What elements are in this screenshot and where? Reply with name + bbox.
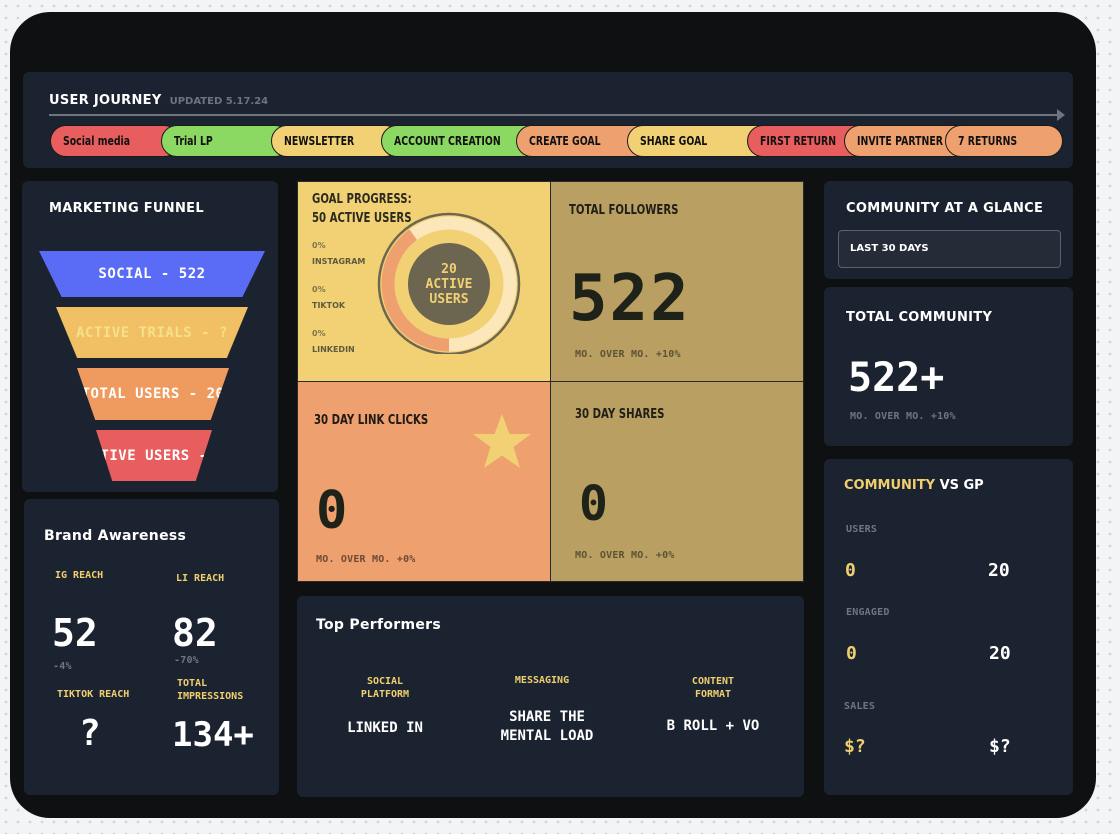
messaging-value: SHARE THE MENTAL LOAD — [500, 709, 594, 744]
funnel-stage-social[interactable]: SOCIAL - 522 — [39, 251, 265, 297]
engaged-community-value: 0 — [846, 643, 857, 664]
link-clicks-title: 30 DAY LINK CLICKS — [314, 413, 429, 428]
ig-reach-label: IG REACH — [55, 570, 104, 581]
sales-label: SALES — [844, 701, 876, 712]
social-platform-value: LINKED IN — [347, 720, 423, 736]
user-journey-panel: USER JOURNEY UPDATED 5.17.24 Social medi… — [23, 72, 1073, 168]
performers-title: Top Performers — [316, 617, 441, 633]
followers-value: 522 — [569, 262, 691, 336]
journey-title: USER JOURNEY — [49, 93, 162, 108]
li-reach-value: 82 — [172, 611, 218, 655]
li-reach-change: -70% — [174, 655, 199, 666]
ig-reach-value: 52 — [52, 611, 98, 655]
shares-card: 30 DAY SHARES 0 MO. OVER MO. +0% — [550, 381, 804, 582]
users-label: USERS — [846, 524, 878, 535]
messaging-label: MESSAGING — [514, 675, 570, 686]
funnel-stage-total-users[interactable]: TOTAL USERS - 20 — [77, 368, 229, 420]
total-community-value: 522+ — [848, 355, 945, 401]
content-format-value: B ROLL + VO — [666, 718, 760, 734]
impressions-value: 134+ — [172, 715, 254, 755]
social-platform-label: SOCIAL PLATFORM — [360, 676, 410, 700]
sales-community-value: $? — [844, 736, 866, 757]
link-clicks-value: 0 — [316, 481, 348, 541]
goal-legend: 0% INSTAGRAM 0% TIKTOK 0% LINKEDIN — [312, 241, 366, 354]
total-followers-card: TOTAL FOLLOWERS 522 MO. OVER MO. +10% — [550, 181, 804, 382]
funnel-title: MARKETING FUNNEL — [49, 201, 204, 216]
tiktok-reach-label: TIKTOK REACH — [57, 689, 130, 700]
engaged-label: ENGAGED — [846, 607, 890, 618]
total-community-panel: TOTAL COMMUNITY 522+ MO. OVER MO. +10% — [824, 287, 1073, 446]
community-vs-gp-title: COMMUNITY VS GP — [844, 478, 984, 493]
journey-line — [49, 114, 1061, 116]
tiktok-reach-value: ? — [79, 713, 101, 754]
journey-steps: Social media Trial LP NEWSLETTER ACCOUNT… — [50, 125, 1063, 157]
funnel-stage-active-trials[interactable]: ACTIVE TRIALS - ? — [56, 307, 248, 358]
journey-step-newsletter[interactable]: NEWSLETTER — [271, 125, 401, 157]
impressions-label: TOTAL IMPRESSIONS — [177, 678, 244, 702]
funnel-stage-active-users[interactable]: ACTIVE USERS - ? — [96, 430, 212, 481]
total-community-title: TOTAL COMMUNITY — [846, 310, 993, 325]
ig-reach-change: -4% — [53, 661, 72, 672]
arrow-right-icon — [1057, 109, 1065, 121]
total-community-change: MO. OVER MO. +10% — [850, 411, 956, 422]
journey-header: USER JOURNEY UPDATED 5.17.24 — [49, 93, 268, 108]
shares-title: 30 DAY SHARES — [575, 407, 665, 422]
link-clicks-change: MO. OVER MO. +0% — [316, 554, 416, 565]
date-range-select[interactable]: LAST 30 DAYS — [838, 230, 1061, 268]
top-performers-panel: Top Performers SOCIAL PLATFORM LINKED IN … — [297, 596, 804, 797]
followers-title: TOTAL FOLLOWERS — [569, 203, 679, 218]
goal-progress-card: GOAL PROGRESS: 50 ACTIVE USERS 0% INSTAGR… — [297, 181, 551, 382]
followers-change: MO. OVER MO. +10% — [575, 349, 681, 360]
journey-updated: UPDATED 5.17.24 — [169, 96, 269, 107]
marketing-funnel-panel: MARKETING FUNNEL SOCIAL - 522 ACTIVE TRI… — [22, 181, 278, 492]
engaged-gp-value: 20 — [989, 643, 1011, 664]
shares-value: 0 — [579, 476, 608, 532]
link-clicks-card: 30 DAY LINK CLICKS 0 MO. OVER MO. +0% — [297, 381, 551, 582]
goal-center-label: 20 ACTIVE USERS — [425, 262, 473, 307]
shares-change: MO. OVER MO. +0% — [575, 550, 675, 561]
sales-gp-value: $? — [989, 736, 1011, 757]
users-gp-value: 20 — [988, 560, 1010, 581]
date-range-value: LAST 30 DAYS — [850, 243, 929, 254]
brand-awareness-panel: Brand Awareness IG REACH 52 -4% LI REACH… — [24, 499, 279, 795]
li-reach-label: LI REACH — [176, 573, 225, 584]
goal-title: GOAL PROGRESS: 50 ACTIVE USERS — [312, 192, 412, 226]
content-format-label: CONTENT FORMAT — [691, 676, 735, 700]
users-community-value: 0 — [845, 560, 856, 581]
community-glance-title: COMMUNITY AT A GLANCE — [846, 201, 1044, 216]
journey-step-7-returns[interactable]: 7 RETURNS — [945, 125, 1063, 157]
star-icon — [473, 414, 531, 468]
goal-donut-chart — [377, 212, 521, 354]
brand-title: Brand Awareness — [44, 528, 187, 544]
community-vs-gp-panel: COMMUNITY VS GP USERS 0 20 ENGAGED 0 20 … — [824, 459, 1073, 795]
journey-step-social-media[interactable]: Social media — [50, 125, 180, 157]
community-glance-panel: COMMUNITY AT A GLANCE LAST 30 DAYS — [824, 181, 1073, 279]
